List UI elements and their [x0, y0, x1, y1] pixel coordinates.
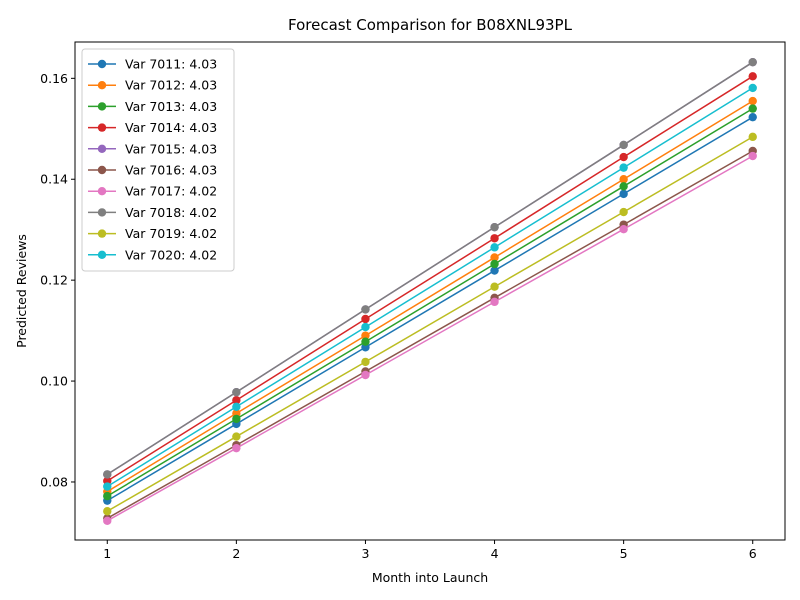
- data-point: [232, 387, 241, 397]
- y-tick-label: 0.16: [40, 71, 68, 86]
- legend-entry: Var 7019: 4.02: [125, 226, 217, 241]
- data-point: [103, 491, 112, 501]
- data-point: [232, 402, 241, 411]
- data-point: [232, 443, 241, 453]
- y-axis-label: Predicted Reviews: [14, 234, 29, 348]
- data-point: [232, 396, 241, 405]
- data-point: [748, 112, 757, 122]
- data-point: [361, 337, 370, 346]
- series-line: [106, 100, 754, 493]
- legend-entry: Var 7018: 4.02: [125, 205, 217, 220]
- data-point: [748, 96, 757, 106]
- data-point: [490, 297, 499, 307]
- x-tick-label: 3: [361, 546, 369, 561]
- legend-swatch-marker: [97, 81, 107, 90]
- y-axis: 0.08 0.10 0.12 0.14 0.16: [40, 71, 75, 489]
- data-point: [619, 182, 628, 191]
- data-point: [619, 175, 628, 184]
- legend-entry: Var 7015: 4.03: [125, 141, 217, 156]
- data-point: [103, 516, 112, 526]
- data-point: [490, 243, 499, 252]
- legend-swatch-marker: [97, 123, 107, 132]
- data-point: [232, 432, 241, 441]
- chart-title: Forecast Comparison for B08XNL93PL: [288, 16, 573, 34]
- data-point: [232, 414, 241, 424]
- legend-entry: Var 7011: 4.03: [125, 57, 217, 72]
- data-point: [748, 57, 757, 67]
- x-tick-label: 4: [491, 546, 499, 561]
- data-point: [490, 253, 499, 262]
- data-point: [361, 322, 370, 332]
- data-point: [361, 357, 370, 367]
- data-point: [361, 314, 370, 324]
- y-tick-label: 0.08: [40, 474, 68, 489]
- series-line: [106, 61, 754, 476]
- data-point: [103, 507, 112, 516]
- data-point: [748, 151, 757, 161]
- legend-entry: Var 7017: 4.02: [125, 184, 217, 199]
- series-line: [106, 150, 754, 519]
- legend-swatch-marker: [97, 187, 107, 196]
- data-point: [490, 266, 499, 275]
- data-point: [619, 152, 628, 162]
- y-tick-label: 0.12: [40, 273, 68, 288]
- x-tick-label: 6: [749, 546, 757, 561]
- data-point: [103, 470, 112, 479]
- data-point: [490, 282, 499, 291]
- legend-swatch-marker: [97, 229, 107, 238]
- data-point: [748, 83, 757, 93]
- data-point: [748, 104, 757, 113]
- data-point: [619, 163, 628, 172]
- data-point: [361, 370, 370, 380]
- plot-area: [103, 57, 757, 526]
- data-point: [490, 234, 499, 243]
- series-line: [106, 87, 754, 488]
- series-line: [106, 107, 754, 497]
- legend-swatch-marker: [97, 250, 107, 259]
- data-point: [103, 482, 112, 491]
- data-point: [619, 189, 628, 199]
- legend-box: [81, 48, 235, 272]
- x-axis: 1 2 3 4 5 6: [103, 540, 757, 561]
- legend-swatch-marker: [97, 102, 107, 111]
- legend-swatch-marker: [97, 165, 107, 175]
- legend-swatch-marker: [97, 59, 107, 69]
- x-axis-label: Month into Launch: [372, 570, 488, 585]
- data-point: [619, 224, 628, 234]
- data-point: [361, 305, 370, 314]
- legend-entry: Var 7012: 4.03: [125, 78, 217, 93]
- data-point: [748, 132, 757, 142]
- data-point: [490, 259, 499, 269]
- legend-entry: Var 7016: 4.03: [125, 163, 217, 178]
- series-line: [106, 155, 754, 522]
- legend-entry: Var 7020: 4.02: [125, 247, 217, 262]
- x-tick-label: 2: [232, 546, 240, 561]
- series-line: [106, 75, 754, 482]
- data-point: [361, 331, 370, 340]
- legend-entry: Var 7013: 4.03: [125, 99, 217, 114]
- x-tick-label: 5: [620, 546, 628, 561]
- series-line: [106, 116, 754, 502]
- data-point: [619, 207, 628, 217]
- y-tick-label: 0.10: [40, 374, 68, 389]
- x-tick-label: 1: [103, 546, 111, 561]
- data-point: [490, 222, 499, 232]
- legend: Var 7011: 4.03 Var 7012: 4.03 Var 7013: 4.…: [81, 48, 235, 272]
- y-tick-label: 0.14: [40, 172, 68, 187]
- data-point: [748, 72, 757, 81]
- plot-frame: [74, 41, 786, 541]
- legend-swatch-marker: [97, 144, 107, 153]
- data-point: [619, 140, 628, 150]
- series-line: [106, 136, 754, 512]
- legend-entry: Var 7014: 4.03: [125, 120, 217, 135]
- legend-swatch-marker: [97, 208, 107, 217]
